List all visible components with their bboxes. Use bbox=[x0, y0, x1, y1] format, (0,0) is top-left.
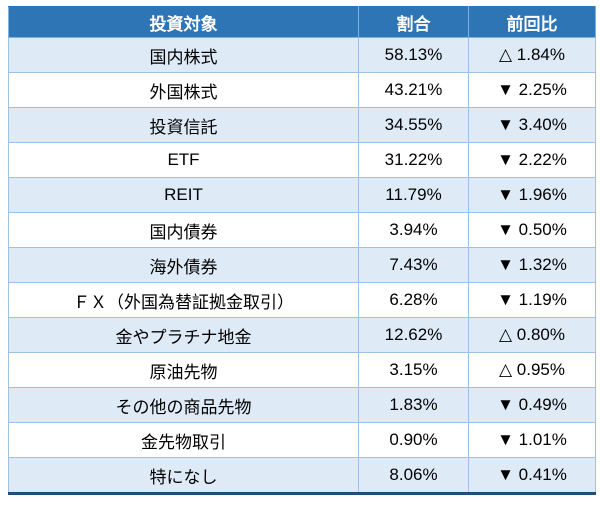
table-row: 外国株式 43.21% ▼ 2.25% bbox=[8, 72, 596, 108]
cell-change: △ 0.95% bbox=[468, 352, 596, 388]
cell-ratio: 0.90% bbox=[358, 422, 469, 458]
cell-change: ▼ 3.40% bbox=[468, 107, 596, 143]
table-row: 国内株式 58.13% △ 1.84% bbox=[8, 37, 596, 73]
cell-ratio: 1.83% bbox=[358, 387, 469, 423]
cell-change: ▼ 1.32% bbox=[468, 247, 596, 283]
table-header: 投資対象 割合 前回比 bbox=[8, 6, 596, 38]
cell-change: ▼ 0.49% bbox=[468, 387, 596, 423]
cell-change: △ 0.80% bbox=[468, 317, 596, 353]
header-investment-target: 投資対象 bbox=[8, 6, 359, 38]
cell-investment-target: 外国株式 bbox=[8, 72, 359, 108]
cell-ratio: 11.79% bbox=[358, 177, 469, 213]
cell-ratio: 8.06% bbox=[358, 457, 469, 494]
table-row: 海外債券 7.43% ▼ 1.32% bbox=[8, 247, 596, 283]
cell-ratio: 3.94% bbox=[358, 212, 469, 248]
header-change: 前回比 bbox=[468, 6, 596, 38]
table-row: 金先物取引 0.90% ▼ 1.01% bbox=[8, 422, 596, 458]
investment-allocation-table-wrap: 投資対象 割合 前回比 国内株式 58.13% △ 1.84% 外国株式 43.… bbox=[8, 6, 596, 495]
cell-ratio: 31.22% bbox=[358, 142, 469, 178]
cell-change: ▼ 2.25% bbox=[468, 72, 596, 108]
cell-investment-target: 海外債券 bbox=[8, 247, 359, 283]
table-body: 国内株式 58.13% △ 1.84% 外国株式 43.21% ▼ 2.25% … bbox=[8, 37, 596, 494]
header-ratio: 割合 bbox=[358, 6, 469, 38]
cell-investment-target: 金先物取引 bbox=[8, 422, 359, 458]
cell-investment-target: ETF bbox=[8, 142, 359, 178]
cell-ratio: 3.15% bbox=[358, 352, 469, 388]
cell-investment-target: ＦＸ（外国為替証拠金取引） bbox=[8, 282, 359, 318]
cell-investment-target: 特になし bbox=[8, 457, 359, 494]
cell-change: ▼ 0.50% bbox=[468, 212, 596, 248]
header-row: 投資対象 割合 前回比 bbox=[8, 6, 596, 38]
cell-investment-target: 原油先物 bbox=[8, 352, 359, 388]
cell-ratio: 6.28% bbox=[358, 282, 469, 318]
cell-investment-target: 国内債券 bbox=[8, 212, 359, 248]
cell-ratio: 34.55% bbox=[358, 107, 469, 143]
cell-change: △ 1.84% bbox=[468, 37, 596, 73]
table-row: 投資信託 34.55% ▼ 3.40% bbox=[8, 107, 596, 143]
cell-ratio: 7.43% bbox=[358, 247, 469, 283]
cell-change: ▼ 2.22% bbox=[468, 142, 596, 178]
table-row: その他の商品先物 1.83% ▼ 0.49% bbox=[8, 387, 596, 423]
cell-investment-target: その他の商品先物 bbox=[8, 387, 359, 423]
investment-allocation-table: 投資対象 割合 前回比 国内株式 58.13% △ 1.84% 外国株式 43.… bbox=[8, 6, 596, 495]
table-row: 金やプラチナ地金 12.62% △ 0.80% bbox=[8, 317, 596, 353]
cell-change: ▼ 1.01% bbox=[468, 422, 596, 458]
cell-investment-target: REIT bbox=[8, 177, 359, 213]
cell-change: ▼ 1.96% bbox=[468, 177, 596, 213]
cell-change: ▼ 1.19% bbox=[468, 282, 596, 318]
table-row: 特になし 8.06% ▼ 0.41% bbox=[8, 457, 596, 494]
cell-investment-target: 国内株式 bbox=[8, 37, 359, 73]
table-row: ＦＸ（外国為替証拠金取引） 6.28% ▼ 1.19% bbox=[8, 282, 596, 318]
cell-ratio: 58.13% bbox=[358, 37, 469, 73]
cell-ratio: 43.21% bbox=[358, 72, 469, 108]
table-row: ETF 31.22% ▼ 2.22% bbox=[8, 142, 596, 178]
table-row: 原油先物 3.15% △ 0.95% bbox=[8, 352, 596, 388]
table-row: 国内債券 3.94% ▼ 0.50% bbox=[8, 212, 596, 248]
cell-ratio: 12.62% bbox=[358, 317, 469, 353]
cell-investment-target: 投資信託 bbox=[8, 107, 359, 143]
table-row: REIT 11.79% ▼ 1.96% bbox=[8, 177, 596, 213]
cell-investment-target: 金やプラチナ地金 bbox=[8, 317, 359, 353]
cell-change: ▼ 0.41% bbox=[468, 457, 596, 494]
